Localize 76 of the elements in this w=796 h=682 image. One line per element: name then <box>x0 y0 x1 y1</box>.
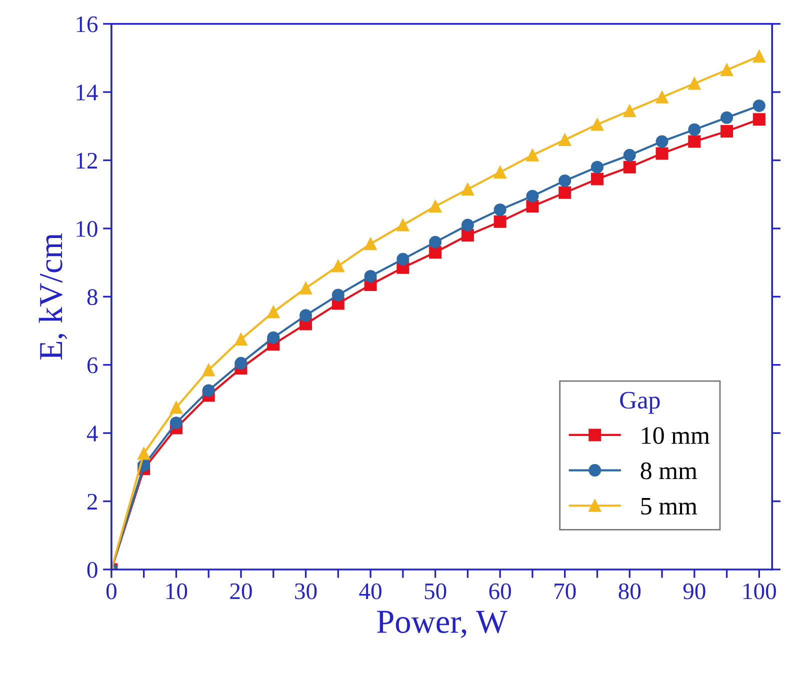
point <box>461 218 474 232</box>
point <box>590 118 604 131</box>
point <box>332 260 344 272</box>
point <box>720 111 734 124</box>
point <box>752 50 766 63</box>
point <box>720 125 734 138</box>
point <box>494 166 506 178</box>
point <box>558 174 572 187</box>
y-tick-label: 12 <box>76 152 97 168</box>
point <box>494 203 506 216</box>
point <box>396 218 410 232</box>
point <box>461 229 474 242</box>
legend-label: 10 mm <box>642 427 710 444</box>
point <box>656 135 668 148</box>
point <box>526 190 539 202</box>
y-tick-label: 14 <box>76 84 98 100</box>
point <box>688 123 701 136</box>
point <box>494 215 506 228</box>
x-tick-label: 70 <box>554 583 576 600</box>
y-tick-label: 6 <box>87 357 98 374</box>
point <box>590 160 604 174</box>
point <box>396 252 410 266</box>
y-tick-label: 0 <box>87 562 98 578</box>
point <box>623 104 636 118</box>
point <box>623 160 636 174</box>
x-tick-label: 30 <box>295 583 317 600</box>
legend-label: 5 mm <box>641 498 698 515</box>
point <box>138 447 150 460</box>
y-tick-label: 4 <box>86 426 98 442</box>
point <box>234 333 248 346</box>
point <box>267 331 280 344</box>
point <box>590 172 604 186</box>
x-tick-label: 100 <box>744 583 776 600</box>
point <box>364 238 377 250</box>
point <box>461 183 474 196</box>
x-axis-title: Power, W <box>377 610 508 638</box>
point <box>202 384 215 397</box>
x-tick-label: 10 <box>166 583 188 600</box>
point <box>752 113 766 126</box>
point <box>526 148 539 162</box>
point <box>429 246 442 259</box>
y-tick-label: 2 <box>87 494 97 510</box>
y-axis-title: E, kV/cm <box>38 233 68 360</box>
point <box>688 135 701 148</box>
point <box>558 134 572 146</box>
point <box>558 186 572 199</box>
point <box>429 200 442 213</box>
x-tick-label: 0 <box>106 583 116 600</box>
point <box>688 77 701 90</box>
point <box>656 147 668 160</box>
point <box>526 200 539 213</box>
point <box>170 401 182 414</box>
point <box>234 356 248 370</box>
legend-label: 8 mm <box>640 462 698 480</box>
x-tick-label: 20 <box>230 583 252 600</box>
x-tick-label: 60 <box>489 583 511 600</box>
point <box>656 90 668 104</box>
x-tick-label: 50 <box>424 583 446 600</box>
point <box>267 306 280 318</box>
point <box>752 99 766 112</box>
point <box>170 416 182 430</box>
y-tick-label: 8 <box>87 289 98 306</box>
x-tick-label: 90 <box>683 583 706 600</box>
legend-title: Gap <box>620 392 660 414</box>
point <box>720 64 734 76</box>
point <box>202 364 215 376</box>
point <box>429 236 442 248</box>
x-tick-label: 40 <box>359 583 382 600</box>
point <box>623 148 636 162</box>
y-tick-label: 10 <box>76 220 98 237</box>
x-tick-label: 80 <box>618 583 641 600</box>
point <box>300 309 312 322</box>
point <box>332 288 344 302</box>
point <box>300 282 312 294</box>
y-tick-label: 16 <box>76 16 98 32</box>
point <box>364 270 377 282</box>
